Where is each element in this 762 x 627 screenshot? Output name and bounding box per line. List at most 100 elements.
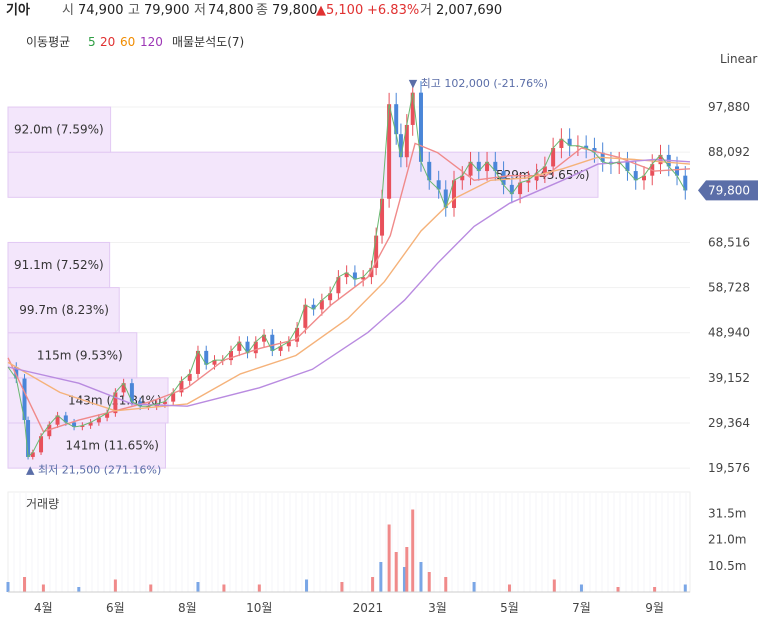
candle-body [80,425,85,427]
volume-profile-bar [7,287,120,334]
volume-bar [23,577,27,592]
volume-panel-label: 거래량 [26,497,59,511]
candle-body [328,293,333,301]
candle-body [394,104,399,135]
ma-label[interactable]: 이동평균 [26,35,71,49]
candle-body [584,145,589,148]
volume-bar [683,584,687,592]
volume-profile-bar [7,241,111,289]
candle-body [344,272,349,278]
candle-body [336,277,341,294]
candle-body [237,341,242,351]
volume-bar [394,552,398,592]
candle-body [14,367,19,379]
time-tick-label: 2021 [353,601,384,615]
candle-body [542,166,547,174]
price-tick-label: 29,364 [708,416,750,430]
moving-average-line-60 [7,156,691,412]
stock-header: 기아 시 74,900 고 79,900 저 74,800 종 79,800 ▲… [0,0,762,22]
open-value: 74,900 [78,3,124,18]
time-tick-label: 10월 [246,601,272,615]
candle-body [179,380,184,393]
ma-120-label[interactable]: 120 [140,35,163,49]
volume-profile-label: 99.7m (8.23%) [19,303,109,317]
high-value: 79,900 [144,3,190,18]
candle-body [105,413,110,418]
candle-body [567,138,572,146]
candle-body [352,272,357,280]
candle-body [559,138,564,148]
candle-body [295,327,300,342]
candle-body [361,277,366,280]
price-tick-label: 97,880 [708,100,750,114]
candle-body [22,378,27,421]
volume-tick-label: 21.0m [708,533,746,547]
close-value: 79,800 [272,3,318,18]
candle-body [460,175,465,181]
candle-body [501,171,506,185]
price-tick-label: 88,092 [708,145,750,159]
volume-profile: 141m (11.65%)143m (11.84%)115m (9.53%)99… [7,106,599,469]
candle-body [369,267,374,278]
candle-body [625,161,630,172]
candle-body [509,184,514,195]
low-value: 74,800 [208,3,254,18]
candle-body [270,334,275,351]
candle-body [286,341,291,347]
moving-average-lines [7,92,691,458]
current-price-text: 79,800 [708,183,750,197]
volume-bar [616,587,620,592]
candle-body [72,422,77,427]
time-tick-label: 7월 [572,601,591,615]
volume-profile-label: 115m (9.53%) [37,348,123,362]
volume-bar [427,572,431,592]
volume-tick-label: 31.5m [708,506,746,520]
time-tick-label: 3월 [428,601,447,615]
volume-profile-label: 91.1m (7.52%) [14,258,104,272]
candle-body [551,148,556,167]
candle-body [534,173,539,181]
scale-label[interactable]: Linear [720,52,757,66]
moving-average-line-20 [7,142,691,433]
volume-bar [472,582,476,592]
price-axis: 19,576 29,364 39,152 48,940 58,728 68,516 88,0… [708,100,750,475]
volume-panel: 10.5m 21.0m 31.5m [6,491,746,593]
candle-body [121,383,126,393]
time-tick-label: 5월 [500,601,519,615]
candle-body [374,235,379,268]
volume-profile-bar [7,332,138,379]
candle-body [129,383,134,402]
ma-5-label[interactable]: 5 [88,35,96,49]
candle-body [195,350,200,374]
price-tick-label: 58,728 [708,281,750,295]
volume-bar [653,587,657,592]
volume-bar [222,584,226,592]
volume-bar [411,509,415,592]
moving-average-line-5 [7,92,686,458]
candle-body [404,124,409,158]
all-time-high-label: ▼ 최고 102,000 (-21.76%) [409,77,548,90]
current-price-badge: 79,800 [698,180,758,201]
candle-body [319,300,324,310]
candle-body [253,341,258,354]
close-label: 종 [256,3,268,18]
candle-body [436,180,441,190]
candle-body [427,161,432,181]
ma-60-label[interactable]: 60 [120,35,136,49]
low-label: 저 [194,3,206,18]
stock-name: 기아 [6,3,30,18]
volume-tick-label: 10.5m [708,559,746,573]
volume-bar [379,562,383,592]
volume-profile-label[interactable]: 매물분석도(7) [172,35,245,49]
volume-bar [113,579,117,592]
ma-20-label[interactable]: 20 [100,35,116,49]
candle-body [641,175,646,181]
candle-body [418,92,423,162]
candle-body [410,92,415,125]
price-tick-label: 48,940 [708,326,750,340]
volume-profile-label: 92.0m (7.59%) [14,123,104,137]
candle-body [39,436,44,453]
time-tick-label: 8월 [178,601,197,615]
volume-bar [340,582,344,592]
